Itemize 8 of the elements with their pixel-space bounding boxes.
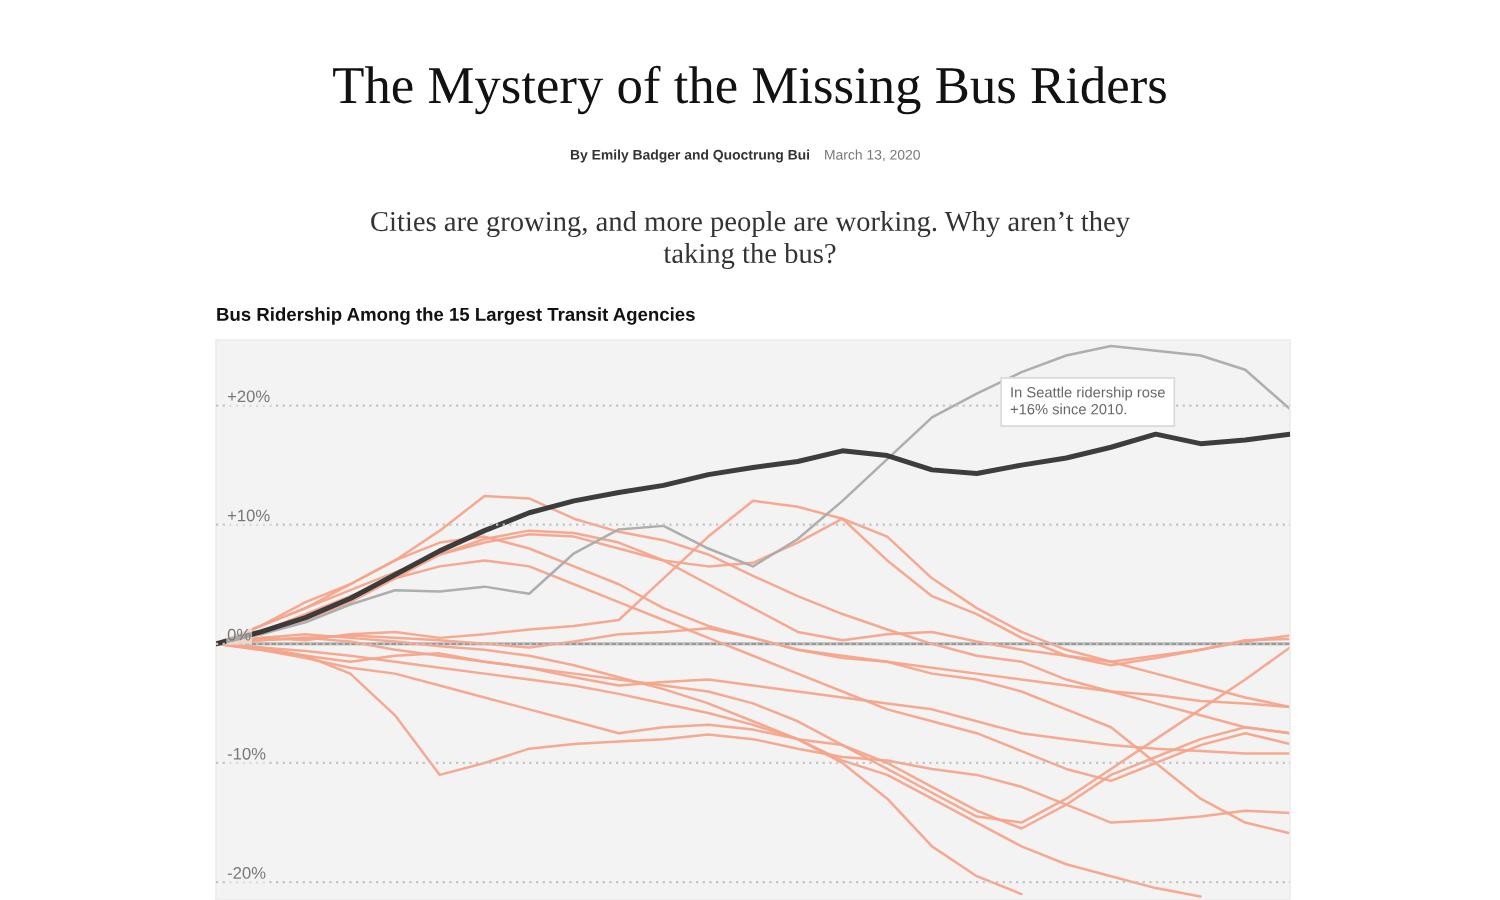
chart-subtitle: Cities are growing, and more people are working. Why aren’t they taking the bus? (371, 210, 1130, 270)
y-tick-label: -10% (227, 747, 266, 760)
y-tick-label: 0% (227, 628, 251, 641)
y-tick-label: -20% (227, 867, 266, 879)
y-tick-label: +10% (227, 509, 270, 522)
y-tick-label: +20% (227, 390, 270, 403)
text: Bus Ridership Among the 15 Largest Transit Agencies (217, 307, 695, 325)
chart-title: The Mystery of the Missing Bus Riders (333, 65, 1166, 115)
